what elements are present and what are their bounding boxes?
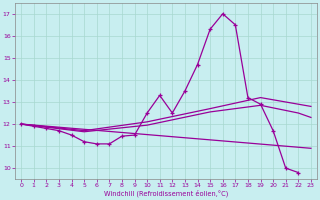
- X-axis label: Windchill (Refroidissement éolien,°C): Windchill (Refroidissement éolien,°C): [104, 190, 228, 197]
